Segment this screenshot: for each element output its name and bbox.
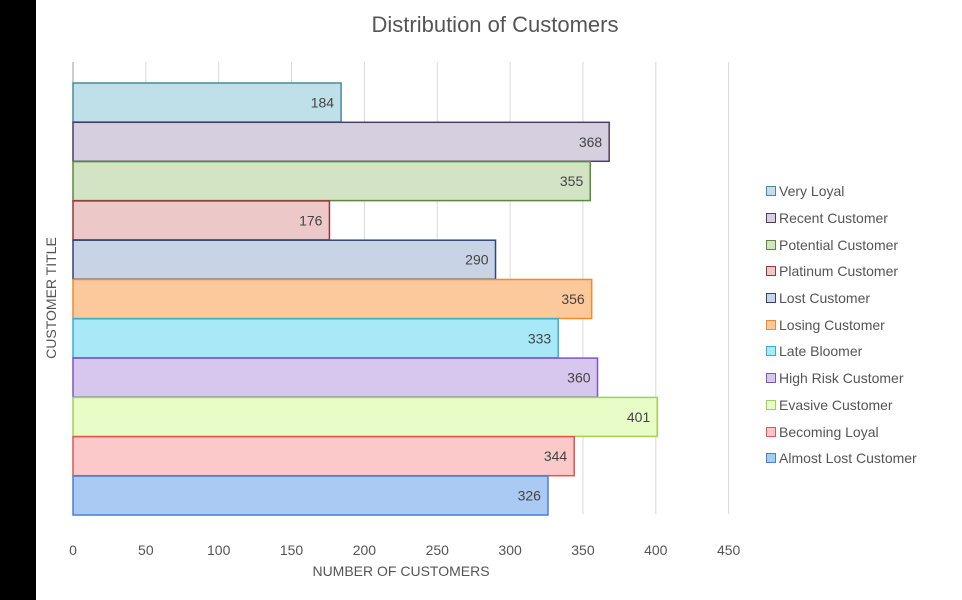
legend-item: Evasive Customer xyxy=(766,392,917,419)
data-label: 368 xyxy=(579,134,603,150)
chart-title: Distribution of Customers xyxy=(371,12,619,37)
data-label: 184 xyxy=(311,95,335,111)
legend-item: Lost Customer xyxy=(766,285,917,312)
x-tick-label: 450 xyxy=(717,542,741,558)
bar xyxy=(72,396,659,438)
data-label: 360 xyxy=(567,370,591,386)
x-tick-label: 350 xyxy=(571,542,595,558)
y-axis-title: CUSTOMER TITLE xyxy=(43,237,59,359)
legend-label: Recent Customer xyxy=(779,210,888,227)
legend-swatch xyxy=(766,399,776,410)
legend-swatch xyxy=(766,293,776,304)
data-label: 326 xyxy=(518,488,542,504)
legend-label: Almost Lost Customer xyxy=(779,450,917,467)
legend-label: Very Loyal xyxy=(779,183,845,200)
x-tick-label: 300 xyxy=(498,542,522,558)
legend-swatch xyxy=(766,426,776,437)
legend-label: Potential Customer xyxy=(779,236,899,253)
legend-swatch xyxy=(766,266,776,277)
legend-swatch xyxy=(766,453,776,464)
legend-item: Very Loyal xyxy=(766,178,917,205)
bar xyxy=(72,475,549,516)
legend-label: Lost Customer xyxy=(779,290,871,307)
x-tick-label: 400 xyxy=(644,542,668,558)
data-label: 355 xyxy=(560,173,584,189)
x-tick-label: 150 xyxy=(280,542,304,558)
data-label: 176 xyxy=(299,212,323,228)
bar-chart: 0 50 100 150 200 250 300 350 400 450 184 368 355 176 2… xyxy=(43,62,741,579)
x-axis-title: NUMBER OF CUSTOMERS xyxy=(312,563,489,579)
legend-item: Recent Customer xyxy=(766,205,917,232)
bar xyxy=(72,239,497,280)
x-tick-label: 200 xyxy=(353,542,377,558)
x-tick-label: 250 xyxy=(426,542,450,558)
x-tick-label: 50 xyxy=(138,542,154,558)
data-label: 356 xyxy=(561,291,585,307)
bar xyxy=(72,435,575,477)
legend-swatch xyxy=(766,239,776,250)
legend-label: Losing Customer xyxy=(779,316,885,333)
legend-item: Losing Customer xyxy=(766,311,917,338)
bar xyxy=(72,160,591,202)
legend-swatch xyxy=(766,319,776,330)
legend-item: Becoming Loyal xyxy=(766,418,917,445)
legend-swatch xyxy=(766,213,776,224)
legend-label: Late Bloomer xyxy=(779,343,863,360)
legend-item: Potential Customer xyxy=(766,231,917,258)
legend-label: High Risk Customer xyxy=(779,370,904,387)
bar xyxy=(72,200,331,241)
bar xyxy=(72,278,593,320)
legend-label: Becoming Loyal xyxy=(779,423,879,440)
data-label: 290 xyxy=(465,252,489,268)
chart-canvas: Distribution of Customers 0 50 100 150 200 25… xyxy=(36,0,962,600)
legend-swatch xyxy=(766,186,776,197)
legend-item: Almost Lost Customer xyxy=(766,445,917,472)
data-label: 344 xyxy=(544,448,568,464)
data-label: 333 xyxy=(528,330,552,346)
bar xyxy=(72,357,599,398)
legend-item: Late Bloomer xyxy=(766,338,917,365)
legend-label: Evasive Customer xyxy=(779,396,893,413)
data-label: 401 xyxy=(627,409,651,425)
legend-swatch xyxy=(766,373,776,384)
x-tick-label: 100 xyxy=(207,542,231,558)
bar xyxy=(72,318,559,359)
x-tick-label: 0 xyxy=(69,542,77,558)
bar xyxy=(72,82,342,123)
legend-item: High Risk Customer xyxy=(766,365,917,392)
legend-label: Platinum Customer xyxy=(779,263,899,280)
chart-legend: Very Loyal Recent Customer Potential Custo… xyxy=(766,178,917,472)
bar xyxy=(72,121,610,163)
legend-swatch xyxy=(766,346,776,357)
legend-item: Platinum Customer xyxy=(766,258,917,285)
